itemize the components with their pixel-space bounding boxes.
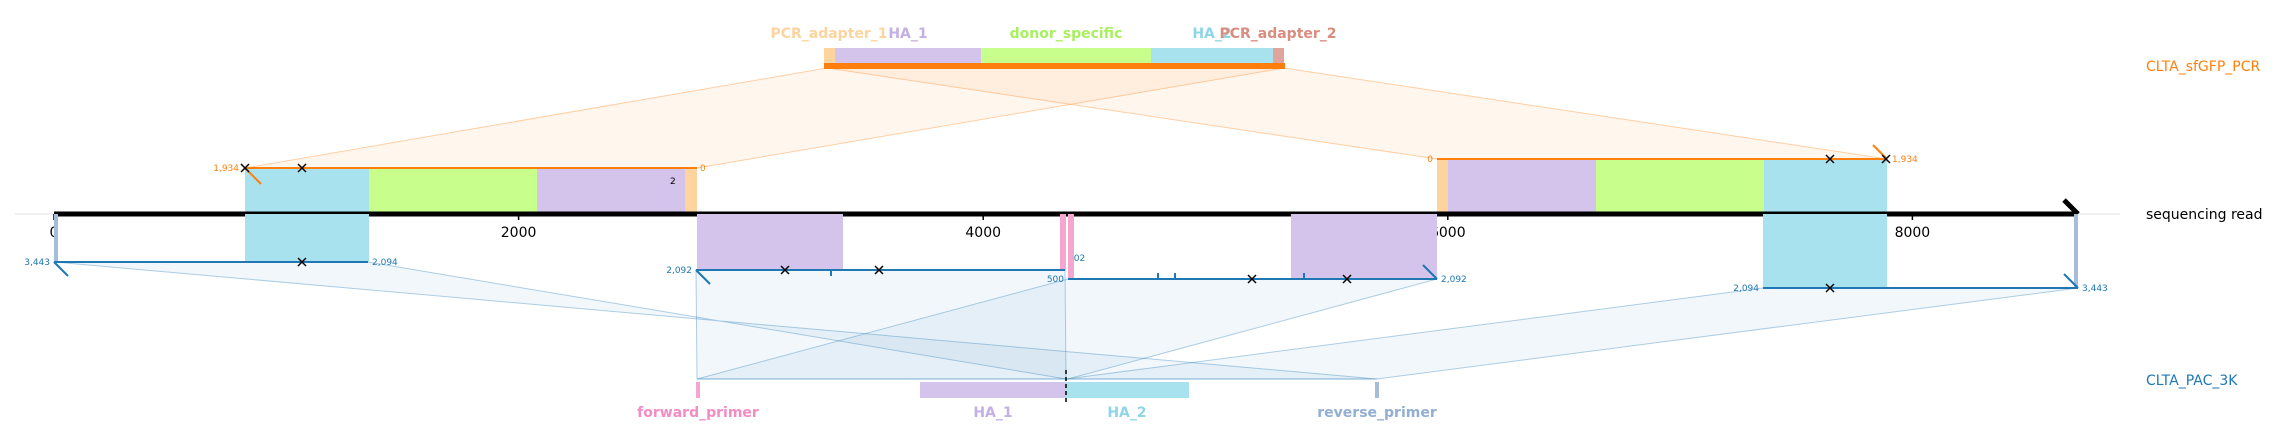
pac-track: forward_primer HA_1 HA_2 reverse_primer … <box>15 370 2238 421</box>
pac-ha-2-feature <box>1066 382 1189 398</box>
aln-end-label: 502 <box>1068 254 1085 264</box>
aln-ha-2-block <box>1763 214 1887 288</box>
pcr-track: PCR_adapter_1 HA_1 donor_specific HA_2 P… <box>770 26 2260 75</box>
pac-ha-1-label: HA_1 <box>973 405 1012 421</box>
mismatch-marks <box>1247 274 1352 284</box>
aln-forward-primer-block <box>1060 214 1066 270</box>
aln-forward-primer-block <box>1068 214 1074 279</box>
pcr-connections <box>244 67 1888 169</box>
mismatch-marks <box>780 265 884 275</box>
pac-4-alignment: 2,094 3,443 <box>1733 214 2108 294</box>
aln-end-label: 2,094 <box>372 258 398 268</box>
mismatch-marks <box>240 163 307 173</box>
aln-end-label: 3,443 <box>2082 284 2108 294</box>
aln-start-label: 500 <box>1047 275 1064 285</box>
mismatch-mark <box>1825 283 1835 293</box>
aln-donor-block <box>369 168 537 214</box>
pcr-adapter-1-feature <box>824 48 835 64</box>
aln-ha-2-block <box>1764 159 1887 214</box>
axis-tick-label: 6000 <box>1430 225 1466 241</box>
aln-ha-1-block <box>697 214 843 270</box>
aln-start-label: 1,934 <box>213 164 239 174</box>
pcr-ha-1-label: HA_1 <box>888 26 927 42</box>
aln-end-tick <box>2063 273 2079 289</box>
aln-ha-2-block <box>245 214 369 262</box>
axis-ticks: 02000400060008000 <box>50 214 1931 241</box>
pac-ha-2-label: HA_2 <box>1107 405 1146 421</box>
aln-start-label: 2,094 <box>1733 284 1759 294</box>
pac-reverse-primer-feature <box>1375 382 1379 398</box>
aln-end-label: 2,092 <box>1441 275 1467 285</box>
mismatch-marks <box>1825 154 1891 164</box>
pcr-ha-2-label: HA_2 <box>1192 26 1231 42</box>
read-track-label: sequencing read <box>2146 207 2262 223</box>
axis-tick-label: 2000 <box>501 225 537 241</box>
pac-forward-primer-feature <box>696 382 700 398</box>
pac-ha-1-feature <box>920 382 1066 398</box>
pcr-left-alignment: 1,934 0 2 <box>213 163 706 214</box>
pcr-ha-1-feature <box>835 48 981 64</box>
aln-ha-1-block <box>1448 159 1596 214</box>
aln-end-tick <box>53 261 69 277</box>
aln-end-label: 0 <box>700 164 706 174</box>
aln-adapter-1-block <box>685 168 697 214</box>
pac-1-alignment: 3,443 2,094 <box>24 214 398 277</box>
pcr-donor-specific-feature <box>981 48 1151 64</box>
pcr-adapter-2-label: PCR_adapter_2 <box>1219 26 1336 42</box>
pcr-ha-2-feature <box>1151 48 1273 64</box>
aln-adapter-1-block <box>1437 159 1448 214</box>
aln-ha-2-block <box>245 168 369 214</box>
aln-ha-1-block <box>537 168 685 214</box>
aln-reverse-primer-block <box>2074 214 2078 288</box>
pcr-track-label: CLTA_sfGFP_PCR <box>2146 59 2260 75</box>
aln-start-label: 2,092 <box>666 266 692 276</box>
pac-track-label: CLTA_PAC_3K <box>2146 373 2238 389</box>
pac-forward-primer-label: forward_primer <box>637 405 759 421</box>
indel-marks <box>1157 273 1305 279</box>
pac-reverse-primer-label: reverse_primer <box>1317 405 1437 421</box>
aln-start-label: 0 <box>1427 155 1433 165</box>
axis-tick-label: 8000 <box>1895 225 1931 241</box>
pac-3-alignment: 500 2,092 <box>1047 214 1467 285</box>
aln-start-label: 3,443 <box>24 258 50 268</box>
pac-2-alignment: 2,092 502 <box>666 214 1085 285</box>
aln-donor-block <box>1596 159 1764 214</box>
pcr-right-alignment: 0 1,934 <box>1427 144 1918 214</box>
pcr-adapter-1-label: PCR_adapter_1 <box>770 26 887 42</box>
aln-extra-label: 2 <box>670 177 676 187</box>
read-arrow <box>2062 198 2080 216</box>
aln-end-tick <box>695 269 711 285</box>
aln-reverse-primer-block <box>54 214 58 262</box>
aln-end-tick <box>1422 264 1438 280</box>
aln-end-label: 1,934 <box>1892 155 1918 165</box>
mismatch-mark <box>297 257 307 267</box>
axis-tick-label: 4000 <box>965 225 1001 241</box>
pcr-adapter-2-feature <box>1273 48 1284 64</box>
aln-ha-1-block <box>1291 214 1437 279</box>
pcr-donor-specific-label: donor_specific <box>1010 26 1123 42</box>
